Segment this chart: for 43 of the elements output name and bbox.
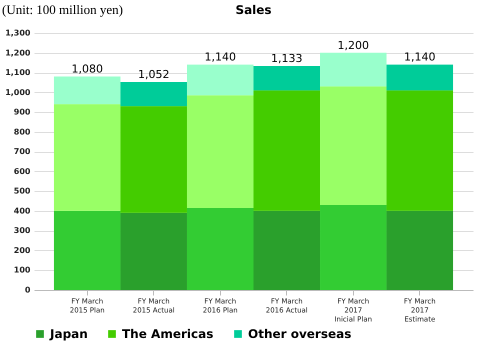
y-tick-label: 300 [14,226,31,236]
bar [386,210,454,290]
bar [186,95,254,208]
bar [386,64,454,90]
y-tick-label: 800 [14,127,31,136]
legend-label: Other overseas [248,327,352,341]
total-label: 1,140 [404,50,436,64]
legend-label: The Americas [122,327,214,341]
bar [254,90,320,211]
total-label: 1,080 [71,62,103,76]
total-label: 1,052 [138,68,170,82]
y-tick-label: 0 [24,286,31,294]
bar [386,90,454,211]
bar [120,212,187,290]
text: (Unit: 100 million yen) [2,2,123,18]
bar [254,66,320,90]
chart-title: Sales [235,3,272,17]
y-tick-label: 1,000 [5,88,31,97]
y-tick-label: 500 [14,186,31,196]
y-tick-label: 400 [14,206,31,216]
bar [54,104,120,211]
bar [186,208,254,290]
y-tick-label: 1,300 [5,28,31,38]
bar [120,82,187,106]
bar [320,86,387,205]
total-label: 1,140 [204,50,236,64]
y-tick-label: 100 [14,266,31,275]
total-label: 1,133 [271,52,303,66]
y-tick-label: 700 [14,147,31,156]
total-label: 1,200 [338,38,370,52]
bar [320,204,387,290]
y-tick-label: 600 [14,166,31,176]
bar [54,76,120,104]
bar [254,210,320,290]
y-tick-label: 1,100 [5,68,31,78]
bar [120,106,187,213]
y-tick-label: 1,200 [5,48,31,58]
y-tick-label: 200 [14,246,31,255]
bar [186,64,254,96]
bar [54,210,120,290]
y-tick-label: 900 [14,108,31,117]
bar [320,52,387,86]
legend-label: Japan [49,327,88,341]
